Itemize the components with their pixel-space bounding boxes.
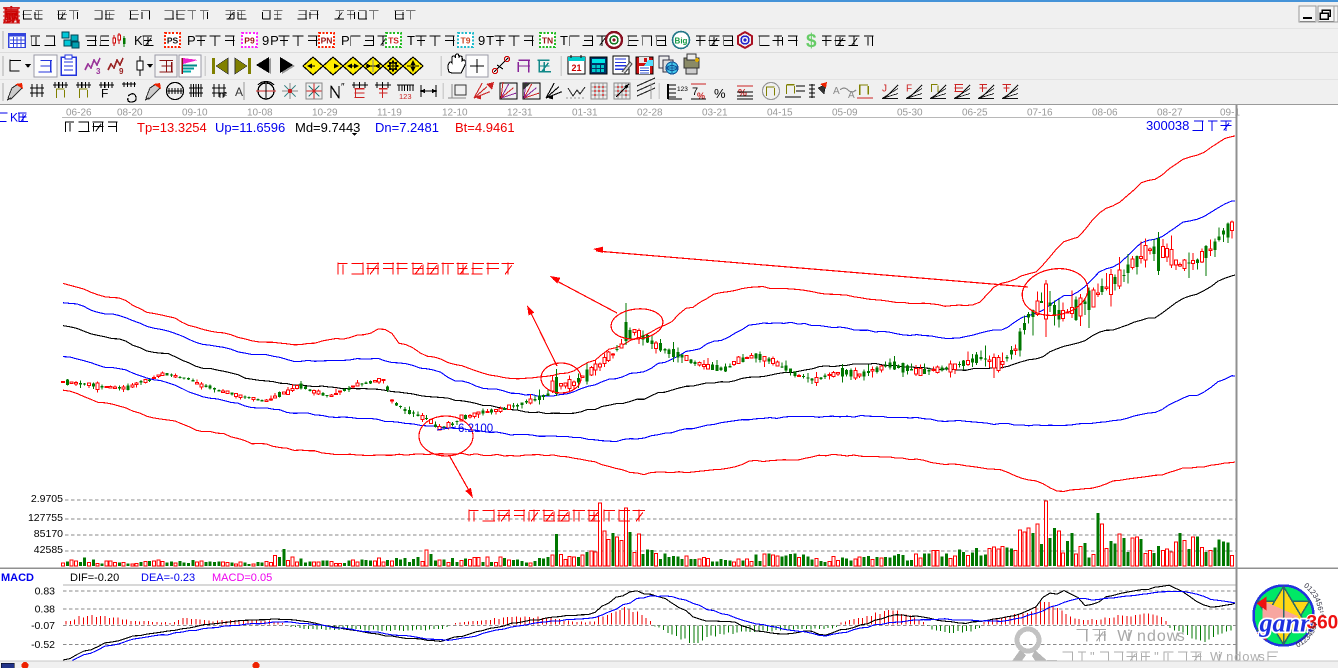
svg-text:Dn=7.2481: Dn=7.2481 — [375, 120, 439, 135]
svg-text:%: % — [697, 91, 705, 101]
svg-text:9: 9 — [119, 67, 124, 76]
svg-text:11-19: 11-19 — [377, 108, 402, 119]
svg-text:gann: gann — [1259, 609, 1315, 638]
svg-text:F: F — [101, 86, 108, 100]
svg-text:Big: Big — [675, 37, 688, 46]
svg-text:06-26: 06-26 — [66, 108, 92, 119]
svg-text:J: J — [882, 84, 887, 95]
svg-text:02-28: 02-28 — [637, 108, 663, 119]
svg-text:2.9705: 2.9705 — [31, 493, 63, 505]
svg-text:04-15: 04-15 — [767, 108, 793, 119]
svg-text:P9: P9 — [244, 36, 255, 46]
svg-text:s: s — [1258, 649, 1265, 664]
svg-text:123: 123 — [677, 86, 688, 93]
svg-text:$: $ — [806, 31, 817, 52]
svg-text:P: P — [270, 33, 279, 48]
svg-text:n: n — [1226, 649, 1233, 664]
svg-text:A: A — [833, 86, 840, 97]
svg-text:A: A — [848, 90, 855, 101]
svg-text:DIF=-0.20: DIF=-0.20 — [70, 572, 119, 584]
svg-text:P: P — [341, 33, 350, 48]
svg-text:PN: PN — [321, 36, 333, 46]
svg-text:85170: 85170 — [34, 528, 63, 540]
svg-text:01-31: 01-31 — [572, 108, 598, 119]
svg-text:12-31: 12-31 — [507, 108, 533, 119]
svg-text:21: 21 — [571, 63, 581, 73]
svg-text:w: w — [1166, 628, 1179, 645]
svg-text:0.38: 0.38 — [35, 604, 56, 616]
svg-text:6.2100: 6.2100 — [458, 423, 493, 435]
svg-text:MACD: MACD — [1, 572, 34, 584]
svg-text:o: o — [1157, 628, 1166, 645]
svg-text:Up=11.6596: Up=11.6596 — [215, 120, 285, 135]
svg-text:s: s — [1177, 628, 1185, 645]
svg-text:127755: 127755 — [28, 512, 63, 524]
svg-text:10-29: 10-29 — [312, 108, 338, 119]
svg-text:0.83: 0.83 — [35, 586, 56, 598]
svg-text:Md=9.7443: Md=9.7443 — [295, 120, 360, 135]
svg-text:o: o — [1242, 649, 1249, 664]
svg-text:F: F — [906, 84, 912, 95]
svg-text:PS: PS — [167, 36, 179, 46]
svg-text:A: A — [235, 85, 243, 99]
svg-text:03-21: 03-21 — [702, 108, 728, 119]
svg-text:P: P — [187, 33, 196, 48]
svg-text:": " — [1090, 649, 1095, 664]
svg-text:w: w — [1249, 649, 1260, 664]
svg-text:300038: 300038 — [1146, 118, 1189, 133]
svg-text:05-30: 05-30 — [897, 108, 923, 119]
svg-text:TS: TS — [388, 36, 399, 46]
svg-text:T: T — [486, 33, 494, 48]
svg-text:08-27: 08-27 — [1157, 108, 1183, 119]
svg-text:9: 9 — [262, 33, 269, 48]
svg-text:n²: n² — [219, 90, 227, 100]
svg-text:″: ″ — [341, 82, 345, 93]
svg-text:d: d — [1234, 649, 1241, 664]
svg-text:MACD=0.05: MACD=0.05 — [212, 572, 272, 584]
svg-text:DEA=-0.23: DEA=-0.23 — [141, 572, 195, 584]
svg-text:10-08: 10-08 — [247, 108, 273, 119]
svg-text:T: T — [407, 33, 415, 48]
svg-text:07-16: 07-16 — [1027, 108, 1053, 119]
svg-text:Bt=4.9461: Bt=4.9461 — [455, 120, 515, 135]
svg-text:-0.52: -0.52 — [31, 639, 55, 651]
svg-text:W: W — [1117, 628, 1133, 645]
svg-text:123: 123 — [399, 92, 412, 101]
svg-text:%: % — [738, 88, 747, 99]
svg-text:%: % — [714, 86, 726, 101]
svg-text:i: i — [1218, 649, 1221, 664]
svg-text:-0.07: -0.07 — [31, 620, 55, 632]
svg-text:T9: T9 — [461, 36, 471, 46]
svg-text:T: T — [560, 33, 568, 48]
svg-text:08-20: 08-20 — [117, 108, 143, 119]
svg-text:09-1: 09-1 — [1220, 108, 1240, 119]
svg-text:n: n — [1137, 628, 1146, 645]
svg-text:12-10: 12-10 — [442, 108, 468, 119]
svg-text:9: 9 — [478, 33, 485, 48]
svg-text:09-10: 09-10 — [182, 108, 208, 119]
svg-text:i: i — [1127, 628, 1131, 645]
svg-text:360: 360 — [1307, 613, 1338, 634]
svg-text:Tp=13.3254: Tp=13.3254 — [137, 120, 207, 135]
svg-text:TN: TN — [542, 36, 553, 46]
svg-text:08-06: 08-06 — [1092, 108, 1118, 119]
svg-text:W: W — [1210, 649, 1223, 664]
svg-text:06-25: 06-25 — [962, 108, 988, 119]
svg-text:K: K — [134, 33, 143, 48]
svg-text:7: 7 — [692, 86, 698, 98]
svg-text:": " — [1154, 649, 1159, 664]
svg-text:42585: 42585 — [34, 544, 63, 556]
svg-text:05-09: 05-09 — [832, 108, 858, 119]
svg-text:K: K — [10, 110, 18, 124]
svg-text:d: d — [1147, 628, 1156, 645]
svg-text:3: 3 — [96, 67, 101, 76]
